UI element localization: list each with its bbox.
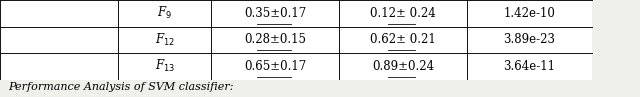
Text: 3.64e-11: 3.64e-11 [504, 60, 556, 73]
Text: F$_{12}$: F$_{12}$ [155, 32, 175, 48]
Text: 0.89±0.24: 0.89±0.24 [372, 60, 435, 73]
Text: 3.89e-23: 3.89e-23 [504, 33, 556, 46]
Text: 0.62± 0.21: 0.62± 0.21 [371, 33, 436, 46]
Text: F$_{13}$: F$_{13}$ [155, 58, 175, 74]
Text: F$_9$: F$_9$ [157, 5, 172, 21]
Text: 0.65±0.17: 0.65±0.17 [244, 60, 307, 73]
Text: 0.12± 0.24: 0.12± 0.24 [371, 7, 436, 20]
Text: 0.35±0.17: 0.35±0.17 [244, 7, 307, 20]
Text: Performance Analysis of SVM classifier:: Performance Analysis of SVM classifier: [8, 82, 233, 92]
Text: 1.42e-10: 1.42e-10 [504, 7, 556, 20]
Text: 0.28±0.15: 0.28±0.15 [244, 33, 306, 46]
